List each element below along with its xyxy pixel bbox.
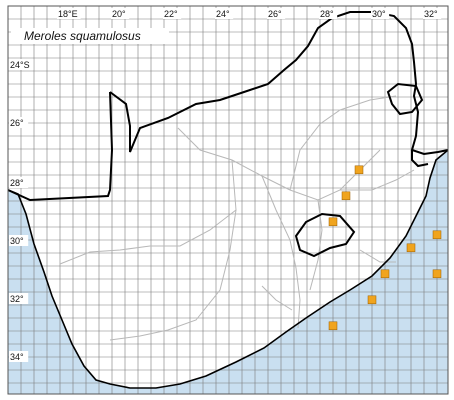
latitude-label: 24°S xyxy=(10,60,30,70)
longitude-label: 18°E xyxy=(58,9,78,19)
longitude-label: 22° xyxy=(164,9,178,19)
latitude-label: 26° xyxy=(10,118,24,128)
record-square xyxy=(406,243,416,253)
longitude-label-background xyxy=(319,8,338,19)
latitude-label: 30° xyxy=(10,236,24,246)
latitude-label: 32° xyxy=(10,294,24,304)
record-square xyxy=(328,217,338,227)
land xyxy=(8,6,448,388)
record-square xyxy=(367,295,377,305)
latitude-label-background xyxy=(9,59,34,70)
longitude-label: 30° xyxy=(372,9,386,19)
longitude-label-background xyxy=(423,8,442,19)
longitude-labels: 18°E 20° 22° 24° 26° 28° 30° 32° xyxy=(57,8,442,19)
record-square xyxy=(328,321,338,331)
latitude-label-background xyxy=(9,351,29,362)
longitude-label-background xyxy=(111,8,130,19)
title-background xyxy=(11,28,169,44)
map-title: Meroles squamulosus xyxy=(24,29,141,43)
latitude-label-background xyxy=(9,293,29,304)
longitude-label-background xyxy=(267,8,286,19)
longitude-label-background xyxy=(57,8,81,19)
occurrence-records xyxy=(328,165,442,331)
longitude-label-background xyxy=(371,8,390,19)
longitude-label: 26° xyxy=(268,9,282,19)
latitude-label: 28° xyxy=(10,178,24,188)
longitude-label: 20° xyxy=(112,9,126,19)
longitude-label: 32° xyxy=(424,9,438,19)
latitude-label-background xyxy=(9,177,29,188)
longitude-label: 28° xyxy=(320,9,334,19)
longitude-label: 24° xyxy=(216,9,230,19)
latitude-label: 34° xyxy=(10,352,24,362)
latitude-label-background xyxy=(9,235,29,246)
record-square xyxy=(432,230,442,240)
longitude-label-background xyxy=(163,8,182,19)
map-frame xyxy=(7,5,449,395)
latitude-labels: 24°S 26° 28° 30° 32° 34° xyxy=(9,59,34,362)
record-square xyxy=(354,165,364,175)
record-square xyxy=(341,191,351,201)
latitude-label-background xyxy=(9,117,29,128)
longitude-label-background xyxy=(215,8,234,19)
province-borders xyxy=(59,95,415,341)
record-square xyxy=(380,269,390,279)
coastline xyxy=(7,149,449,389)
record-square xyxy=(432,269,442,279)
